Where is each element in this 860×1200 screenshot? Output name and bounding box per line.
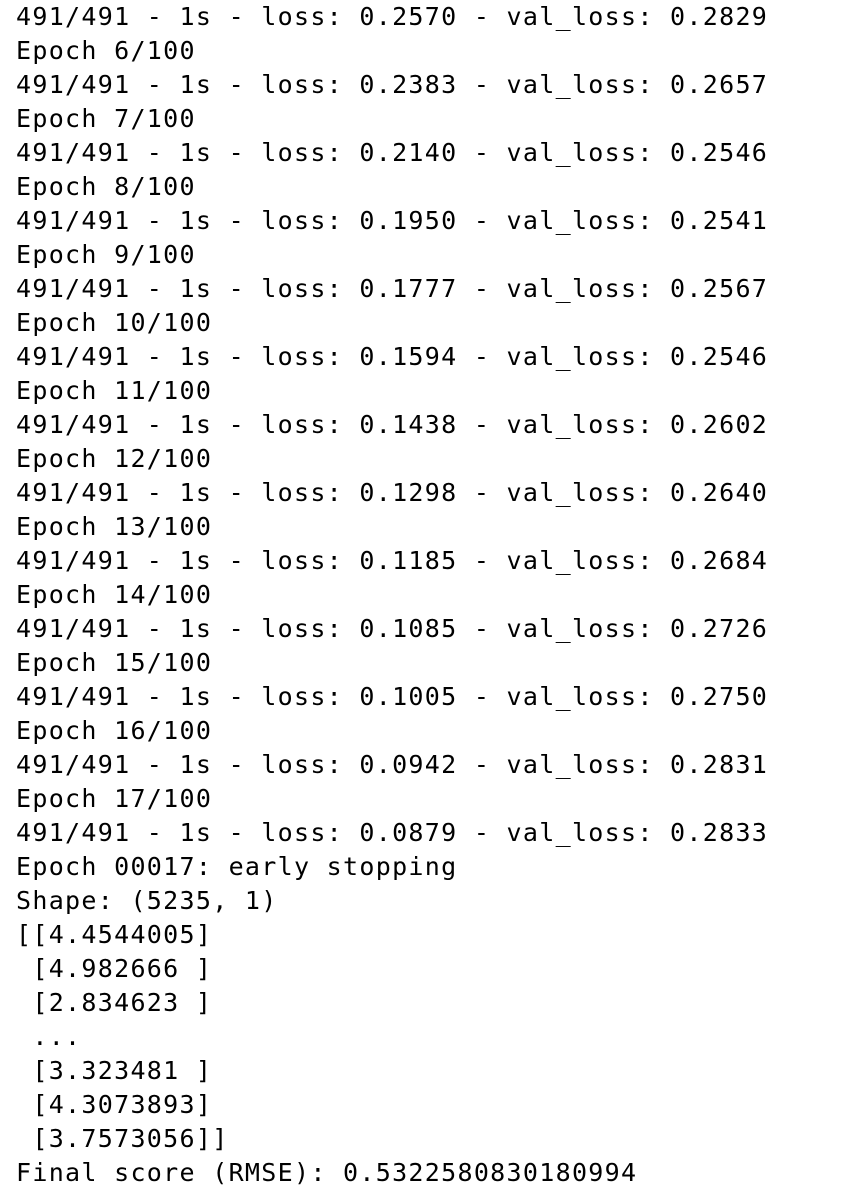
console-line: Epoch 14/100 (16, 580, 213, 609)
console-line: 491/491 - 1s - loss: 0.0879 - val_loss: … (16, 818, 769, 847)
console-line: [4.3073893] (16, 1090, 213, 1119)
console-line: 491/491 - 1s - loss: 0.1005 - val_loss: … (16, 682, 769, 711)
console-line: Epoch 10/100 (16, 308, 213, 337)
console-line: Epoch 6/100 (16, 36, 196, 65)
console-line: Shape: (5235, 1) (16, 886, 278, 915)
console-line: ... (16, 1022, 82, 1051)
console-line: 491/491 - 1s - loss: 0.1438 - val_loss: … (16, 410, 769, 439)
console-line: 491/491 - 1s - loss: 0.1085 - val_loss: … (16, 614, 769, 643)
console-line: [3.7573056]] (16, 1124, 229, 1153)
console-line: 491/491 - 1s - loss: 0.0942 - val_loss: … (16, 750, 769, 779)
console-line: 491/491 - 1s - loss: 0.2570 - val_loss: … (16, 2, 769, 31)
console-line: Epoch 8/100 (16, 172, 196, 201)
console-line: 491/491 - 1s - loss: 0.2140 - val_loss: … (16, 138, 769, 167)
console-line: 491/491 - 1s - loss: 0.1950 - val_loss: … (16, 206, 769, 235)
console-line: 491/491 - 1s - loss: 0.1185 - val_loss: … (16, 546, 769, 575)
console-line: [3.323481 ] (16, 1056, 213, 1085)
console-line: Epoch 13/100 (16, 512, 213, 541)
console-line: Epoch 15/100 (16, 648, 213, 677)
console-line: Epoch 17/100 (16, 784, 213, 813)
console-line: 491/491 - 1s - loss: 0.1298 - val_loss: … (16, 478, 769, 507)
console-line: Epoch 16/100 (16, 716, 213, 745)
console-line: Epoch 00017: early stopping (16, 852, 458, 881)
console-line: Epoch 7/100 (16, 104, 196, 133)
console-line: Final score (RMSE): 0.5322580830180994 (16, 1158, 638, 1187)
console-line: [4.982666 ] (16, 954, 213, 983)
console-text: 491/491 - 1s - loss: 0.2570 - val_loss: … (16, 0, 768, 1190)
console-line: Epoch 12/100 (16, 444, 213, 473)
console-line: Epoch 11/100 (16, 376, 213, 405)
console-line: 491/491 - 1s - loss: 0.1594 - val_loss: … (16, 342, 769, 371)
console-line: [[4.4544005] (16, 920, 213, 949)
console-line: 491/491 - 1s - loss: 0.2383 - val_loss: … (16, 70, 769, 99)
console-line: 491/491 - 1s - loss: 0.1777 - val_loss: … (16, 274, 769, 303)
console-line: [2.834623 ] (16, 988, 213, 1017)
console-line: Epoch 9/100 (16, 240, 196, 269)
